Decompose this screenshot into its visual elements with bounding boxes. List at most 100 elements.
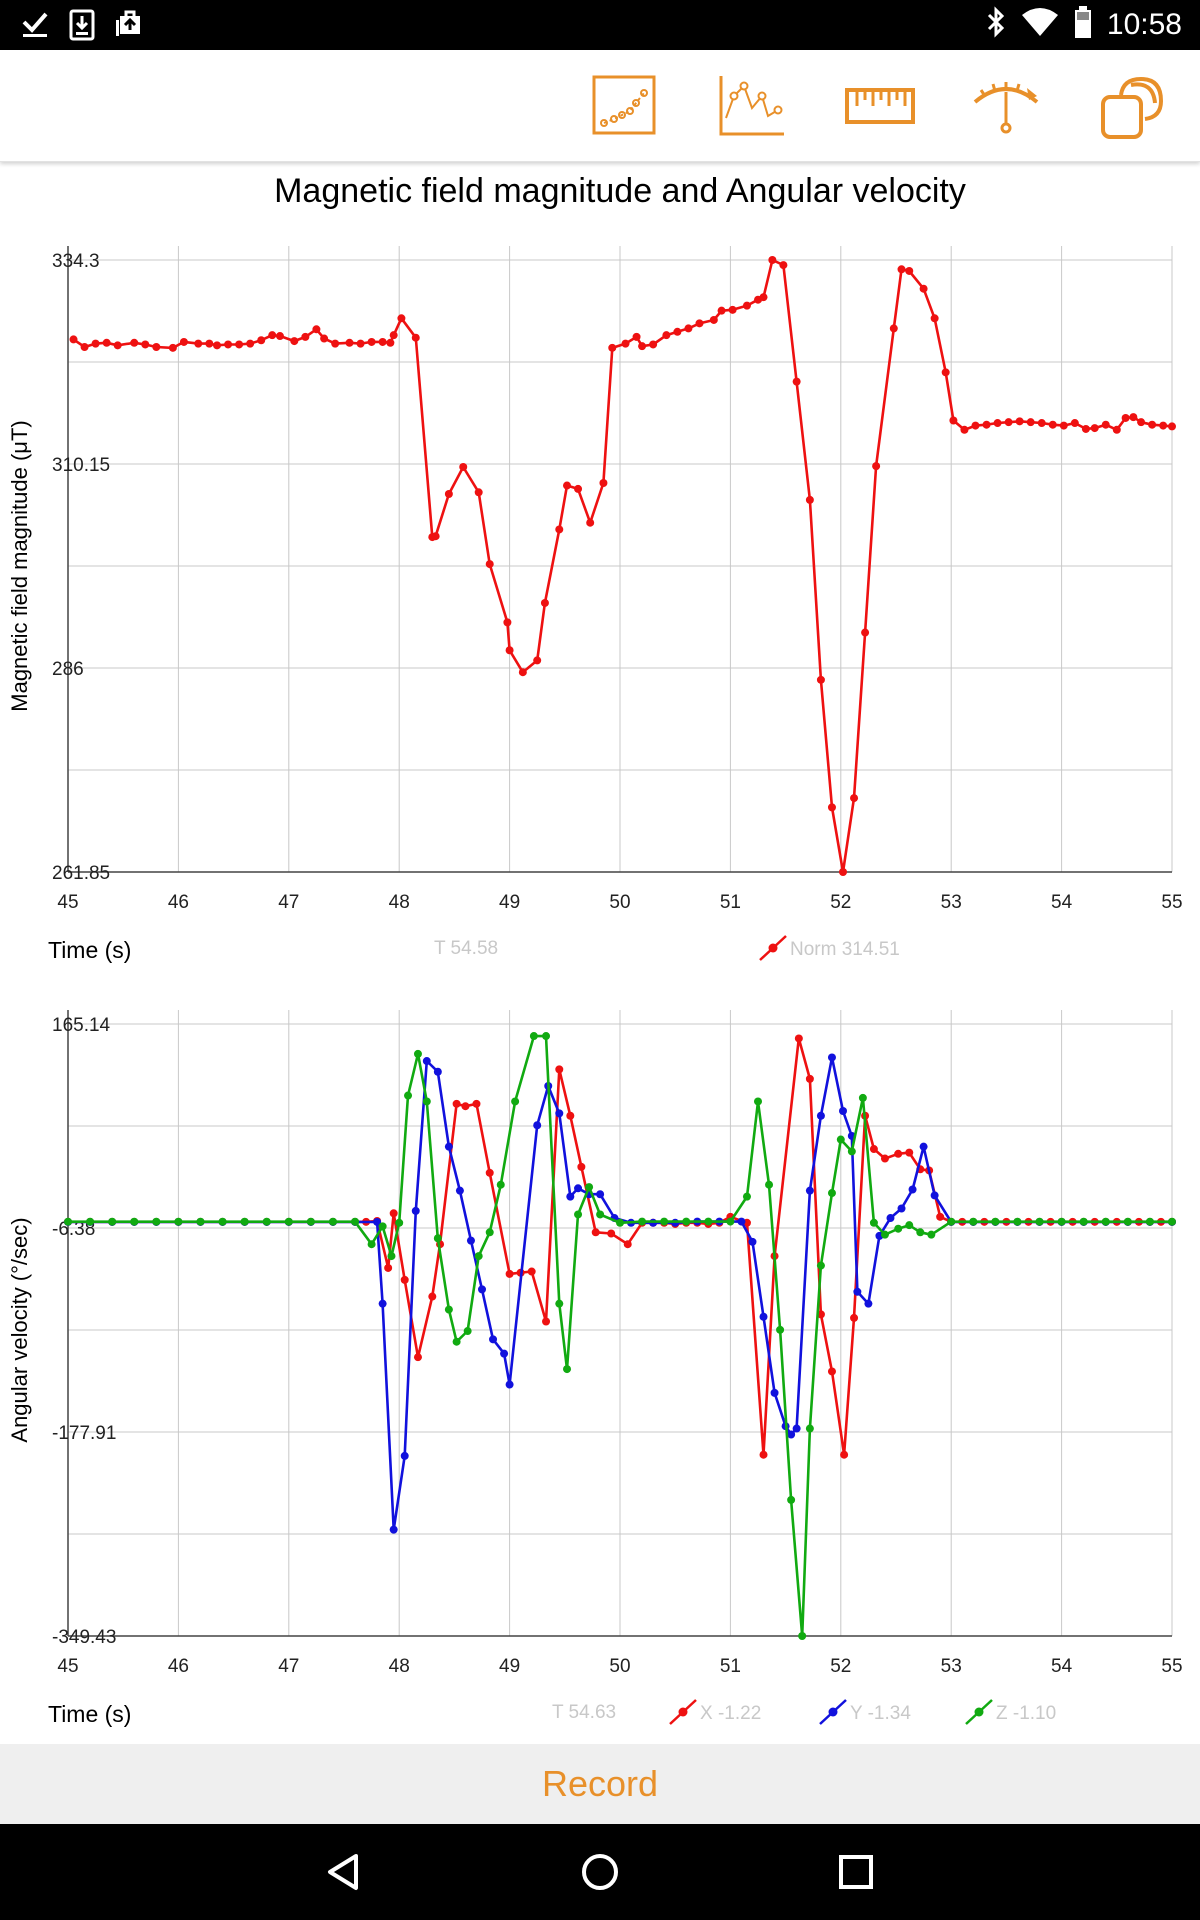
data-point	[268, 331, 277, 340]
data-point	[759, 293, 768, 302]
data-point	[452, 1337, 461, 1346]
data-point	[461, 1102, 470, 1111]
data-point	[728, 305, 737, 314]
data-point	[529, 1032, 538, 1041]
data-point	[373, 1217, 382, 1226]
graph-scatter-icon	[592, 75, 656, 135]
data-point	[1121, 413, 1130, 422]
legend-swatch-dot	[974, 1707, 984, 1717]
data-point	[894, 1149, 903, 1158]
data-point	[742, 301, 751, 310]
y-tick-label: -177.91	[52, 1423, 116, 1444]
data-point	[444, 1305, 453, 1314]
data-point	[798, 1632, 807, 1640]
x-tick-label: 52	[830, 1656, 851, 1677]
data-point	[503, 618, 512, 627]
data-point	[1057, 1217, 1066, 1226]
y-tick-label: 310.15	[52, 455, 110, 476]
data-point	[792, 1424, 801, 1433]
data-point	[936, 1212, 945, 1221]
x-tick-label: 45	[57, 1656, 78, 1677]
data-point	[861, 628, 870, 637]
data-point	[1145, 1217, 1154, 1226]
data-point	[485, 1168, 494, 1177]
data-point	[717, 306, 726, 315]
multi-sensor-button[interactable]	[1094, 68, 1174, 144]
data-point	[422, 1097, 431, 1106]
data-point	[787, 1495, 796, 1504]
data-point	[684, 324, 693, 333]
back-button[interactable]	[314, 1842, 374, 1902]
data-point	[919, 284, 928, 293]
data-point	[779, 261, 788, 270]
data-point	[682, 1217, 691, 1226]
bluetooth-icon	[985, 6, 1007, 43]
data-point	[1059, 421, 1068, 430]
data-point	[889, 324, 898, 333]
data-point	[947, 1217, 956, 1226]
data-point	[960, 425, 969, 434]
x-axis-title: Time (s)	[48, 937, 131, 963]
status-clock: 10:58	[1106, 7, 1182, 41]
data-point	[768, 256, 777, 264]
data-point	[930, 1191, 939, 1200]
x-tick-label: 51	[720, 1656, 741, 1677]
data-point	[709, 315, 718, 324]
data-point	[496, 1180, 505, 1189]
data-point	[113, 341, 122, 350]
data-point	[839, 868, 848, 876]
data-point	[638, 1217, 647, 1226]
x-tick-label: 54	[1051, 892, 1073, 913]
data-point	[400, 1451, 409, 1460]
record-button[interactable]: Record	[541, 1763, 659, 1804]
data-point	[351, 1217, 360, 1226]
data-point	[805, 1186, 814, 1195]
graph-line-button[interactable]	[712, 68, 792, 144]
data-point	[850, 794, 859, 803]
data-point	[794, 1034, 803, 1043]
data-point	[500, 1349, 509, 1358]
data-point	[566, 1192, 575, 1201]
battery-icon	[1073, 5, 1093, 44]
data-point	[816, 675, 825, 684]
data-point	[1079, 1217, 1088, 1226]
graph-scatter-button[interactable]	[584, 68, 664, 144]
data-point	[827, 1189, 836, 1198]
data-point	[141, 340, 150, 349]
data-point	[930, 314, 939, 323]
data-point	[776, 1325, 785, 1334]
data-point	[518, 668, 527, 677]
x-tick-label: 46	[168, 892, 189, 913]
data-point	[1112, 425, 1121, 434]
data-point	[574, 1210, 583, 1219]
data-point	[367, 1240, 376, 1249]
data-point	[404, 1091, 413, 1100]
data-point	[505, 646, 514, 655]
ruler-button[interactable]	[840, 68, 920, 144]
data-point	[555, 1109, 564, 1118]
briefcase-upload-icon	[114, 8, 146, 47]
data-point	[1168, 1217, 1176, 1226]
data-point	[444, 1142, 453, 1151]
ruler-icon	[845, 88, 915, 124]
data-point	[847, 1147, 856, 1156]
y-tick-label: 286	[52, 659, 84, 680]
legend-swatch-dot	[828, 1707, 838, 1717]
data-point	[993, 419, 1002, 428]
data-point	[387, 1252, 396, 1261]
x-tick-label: 52	[830, 892, 851, 913]
cursor-time-label: T 54.58	[434, 938, 498, 959]
data-point	[91, 339, 100, 348]
gauge-button[interactable]	[966, 68, 1046, 144]
data-point	[284, 1217, 293, 1226]
data-point	[422, 1057, 431, 1066]
data-point	[433, 1234, 442, 1243]
data-point	[869, 1218, 878, 1227]
data-point	[505, 1269, 514, 1278]
data-point	[742, 1192, 751, 1201]
recents-button[interactable]	[826, 1842, 886, 1902]
y-tick-label: 165.14	[52, 1015, 111, 1036]
data-point	[574, 484, 583, 493]
legend-swatch-dot	[678, 1707, 688, 1717]
home-button[interactable]	[570, 1842, 630, 1902]
